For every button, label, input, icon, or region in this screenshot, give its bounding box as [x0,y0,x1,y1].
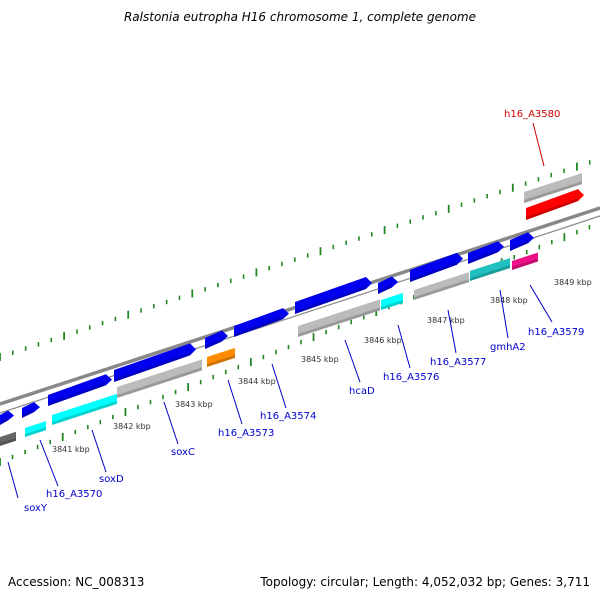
cds-arrow-upper [295,276,372,314]
accession-text: Accession: NC_008313 [8,575,145,589]
feature-lower-shade [52,400,117,425]
gene-leader-line [163,401,179,445]
scale-label: 3842 kbp [113,422,151,431]
feature-lower [0,431,16,446]
feature-lower [298,299,380,337]
map-title: Ralstonia eutropha H16 chromosome 1, com… [123,10,477,24]
feature-lower-shade [470,265,510,281]
gene-leader-line [344,339,361,383]
cds-arrow-upper-shade [378,284,392,294]
cds-arrow-upper [410,252,463,282]
feature-lower-shade [207,354,235,367]
gene-label: h16_A3576 [383,372,439,383]
feature-lower [52,393,117,425]
feature-lower-shade [524,181,582,203]
gene-label: h16_A3580 [504,109,560,120]
gene-label: hcaD [349,386,375,397]
feature-lower-shade [298,307,380,337]
feature-lower-shade [414,279,469,300]
feature-lower-shade [0,437,16,446]
gene-label: soxD [99,474,124,485]
feature-lower [117,359,202,398]
feature-lower-shade [25,427,46,437]
cds-arrow-upper-shade [468,249,498,264]
cds-arrow-upper-shade [0,417,8,425]
gene-leader-line [529,284,553,323]
cds-arrow-upper [510,232,534,251]
feature-lower-shade [381,299,403,310]
cds-arrow-upper-shade [510,240,528,251]
feature-lower [526,189,584,220]
gene-label: soxY [24,503,48,514]
gene-labels: soxY h16_A3570 soxD soxC h16_A3573 h16_A3574 h… [7,109,584,514]
scale-label: 3845 kbp [301,355,339,364]
gene-leader-line [397,324,411,369]
feature-lower-shade [117,367,202,398]
cds-arrow-upper [378,276,398,294]
cds-arrow-upper [468,241,504,264]
scale-label: 3847 kbp [427,316,465,325]
cds-arrow-upper [0,410,14,425]
cds-arrow-upper-shade [234,316,283,337]
feature-lower [512,252,538,270]
cds-arrow-upper-shade [205,338,222,349]
gene-label: h16_A3570 [46,489,102,500]
cds-arrow-upper [22,402,40,418]
gene-leader-line [39,439,59,487]
scale-label: 3849 kbp [554,278,592,287]
scale-labels: 3841 kbp 3842 kbp 3843 kbp 3844 kbp 3845 kbp… [52,278,592,454]
cds-arrow-upper [205,330,228,349]
gene-label: h16_A3579 [528,327,584,338]
cds-arrow-upper-shade [410,261,457,282]
gene-label: gmhA2 [490,342,526,353]
cds-arrow-upper-shade [48,382,106,406]
gene-features [0,173,584,446]
gene-leader-line [91,429,107,473]
gene-leader-line [499,289,509,339]
gene-leader-line [271,363,287,409]
cds-arrow-upper [234,308,289,337]
cds-arrow-upper [114,343,196,382]
feature-lower [381,292,403,310]
feature-lower [414,272,469,300]
cds-arrow-upper-shade [22,409,34,418]
gene-leader-line [7,461,19,499]
scale-label: 3844 kbp [238,377,276,386]
gene-label: h16_A3573 [218,428,274,439]
gene-leader-line [447,309,457,354]
gene-leader-line [227,379,243,425]
cds-arrow-upper-shade [295,285,366,314]
scale-label: 3843 kbp [175,400,213,409]
cds-arrow-upper [48,374,112,406]
feature-lower [470,258,510,281]
feature-lower-shade [526,198,578,220]
gene-label: h16_A3574 [260,411,316,422]
topology-summary: Topology: circular; Length: 4,052,032 bp… [260,575,590,589]
gene-label: soxC [171,447,195,458]
feature-lower [25,421,46,437]
gene-label: h16_A3577 [430,357,486,368]
feature-lower-shade [512,258,538,270]
cds-arrow-upper-shade [114,352,190,382]
feature-lower [207,347,235,367]
feature-lower [524,173,582,203]
scale-label: 3848 kbp [490,296,528,305]
scale-label: 3846 kbp [364,336,402,345]
scale-label: 3841 kbp [52,445,90,454]
gene-leader-line [532,122,545,167]
